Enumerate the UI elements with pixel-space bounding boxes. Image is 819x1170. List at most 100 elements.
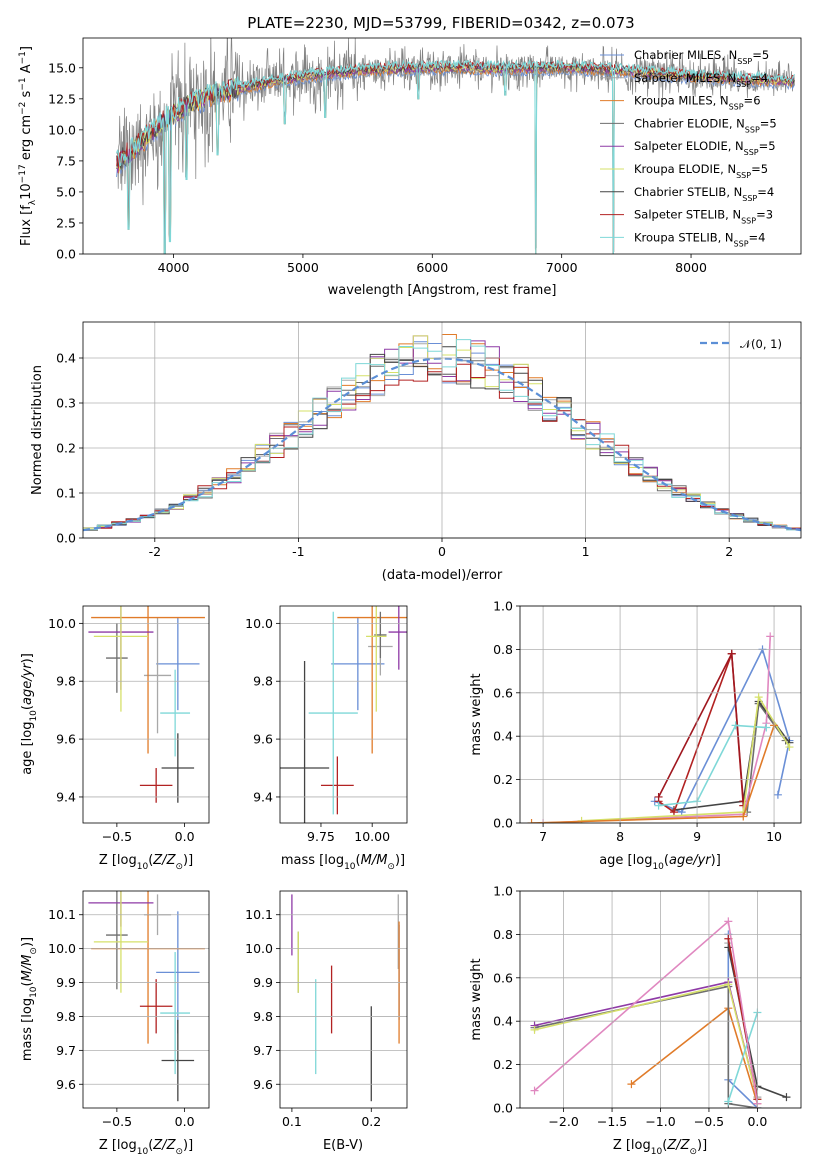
weight-marker-8 [724,1097,733,1106]
weight-marker-7 [785,743,794,752]
weight-marker-7 [754,693,763,702]
y-tick-label: 9.8 [253,674,273,689]
y-tick-label: 0.6 [493,970,513,985]
x-tick-label: 0.0 [175,829,195,844]
x-tick-label: −0.5 [694,1114,724,1129]
y-tick-label: 0.3 [56,396,76,411]
x-tick-label: 10 [766,829,782,844]
x-tick-label: 10.00 [354,829,390,844]
y-tick-label: 15.0 [48,60,76,75]
y-tick-label: 0.8 [493,927,513,942]
y-tick-label: 9.4 [253,789,273,804]
y-tick-label: 0.0 [56,247,76,262]
x-axis-label: Z [log10(Z/Z⊙)] [99,853,193,872]
x-tick-label: −2.0 [548,1114,578,1129]
weight-marker-6 [762,723,771,732]
y-tick-label: 9.6 [253,1077,273,1092]
plot-area [280,606,407,823]
y-tick-label: 9.4 [56,789,76,804]
weight-line-6 [658,724,767,807]
model-spectrum-3 [116,64,795,171]
y-tick-label: 5.0 [56,184,76,199]
y-tick-label: 0.2 [493,1057,513,1072]
x-tick-label: 8 [616,829,624,844]
y-tick-label: 0.6 [493,685,513,700]
x-axis-label: Z [log10(Z/Z⊙)] [613,1138,707,1157]
y-tick-label: 10.0 [48,941,76,956]
x-tick-label: −0.5 [102,829,132,844]
y-tick-label: 0.4 [493,1014,513,1029]
x-tick-label: 0.1 [282,1114,302,1129]
y-tick-label: 12.5 [48,91,76,106]
weight-marker-5 [724,980,733,989]
panel-age-vs-mass: 9.75 10.00 9.4 9.6 9.8 10.0 mass [log10(M/M⊙)] [245,605,408,872]
y-tick-label: 0.0 [493,1101,513,1116]
axes-frame [82,890,210,1109]
panel-residual-histogram: -2 -1 0 1 2 0.0 0.1 0.2 0.3 0.4 (data-model)/error… [30,321,802,583]
y-tick-label: 10.1 [48,907,76,922]
weight-marker-3 [669,808,678,817]
weight-line-3 [534,985,758,1108]
axes-frame [519,890,802,1109]
legend-label-4: Salpeter ELODIE, NSSP=5 [634,139,776,157]
y-tick-label: 1.0 [493,599,513,614]
x-tick-label: −1.0 [645,1114,675,1129]
y-axis-label: mass weight [469,958,484,1040]
x-tick-label: 7000 [546,260,578,275]
y-tick-label: 0.4 [493,729,513,744]
weight-marker-6 [654,801,663,810]
x-tick-label: −1.5 [597,1114,627,1129]
panel-mass-vs-metallicity: −0.5 0.0 9.6 9.7 9.8 9.9 10.0 10.1 Z [log10(Z/Z⊙… [20,890,210,1157]
weight-marker-8 [527,819,536,823]
y-tick-label: 0.2 [493,772,513,787]
axes-frame [82,37,802,255]
y-tick-label: 7.5 [56,153,76,168]
legend: Chabrier MILES, NSSP=5 Salpeter MILES, NS… [600,48,777,248]
y-tick-label: 0.4 [56,351,76,366]
y-tick-label: 9.9 [253,975,273,990]
x-tick-label: -1 [292,544,304,559]
weight-marker-0 [773,790,782,799]
y-tick-label: 9.6 [253,732,273,747]
y-tick-label: 9.8 [56,674,76,689]
weight-line-3 [658,653,745,814]
y-tick-label: 9.9 [56,975,76,990]
x-tick-label: 0.2 [361,1114,381,1129]
x-axis-label: mass [log10(M/M⊙)] [281,853,405,872]
weight-marker-5 [530,1025,539,1034]
legend-label-gaussian: 𝒩(0, 1) [740,337,782,351]
legend-label-8: Kroupa STELIB, NSSP=4 [634,230,766,248]
weight-marker-8 [739,812,748,821]
weight-marker-5 [766,632,775,641]
x-axis-label: age [log10(age/yr)] [599,853,721,872]
x-tick-label: −0.5 [102,1114,132,1129]
legend-label-6: Chabrier STELIB, NSSP=4 [634,185,774,203]
x-tick-label: 4000 [158,260,190,275]
legend-label-0: Chabrier MILES, NSSP=5 [634,48,769,66]
y-tick-label: 10.0 [245,941,273,956]
weight-marker-6 [731,721,740,730]
weight-marker-4 [654,792,663,801]
axes-frame [82,321,802,539]
y-tick-label: 0.0 [56,531,76,546]
x-tick-label: 0.0 [175,1114,195,1129]
x-tick-label: -2 [149,544,161,559]
y-tick-label: 0.1 [56,486,76,501]
y-tick-label: 9.7 [253,1043,273,1058]
panel-mass-weight-vs-metallicity: −2.0 −1.5 −1.0 −0.5 0.0 0.0 0.2 0.4 0.6 0.8 1.0 mas… [469,884,802,1157]
y-tick-label: 9.6 [56,732,76,747]
legend-label-3: Chabrier ELODIE, NSSP=5 [634,116,777,133]
x-tick-label: 5000 [287,260,319,275]
x-axis-label: wavelength [Angstrom, rest frame] [328,283,557,298]
plot-area [291,894,400,1102]
weight-line-5 [543,636,771,823]
legend-label-2: Kroupa MILES, NSSP=6 [634,94,761,112]
y-axis-label: age [log10(age/yr)] [20,653,39,775]
legend-label-5: Kroupa ELODIE, NSSP=5 [634,162,768,180]
weight-marker-9 [724,917,733,926]
axes-frame [82,605,210,824]
x-tick-label: 1 [582,544,590,559]
x-tick-label: 0 [438,544,446,559]
legend-label-7: Salpeter STELIB, NSSP=3 [634,208,773,226]
